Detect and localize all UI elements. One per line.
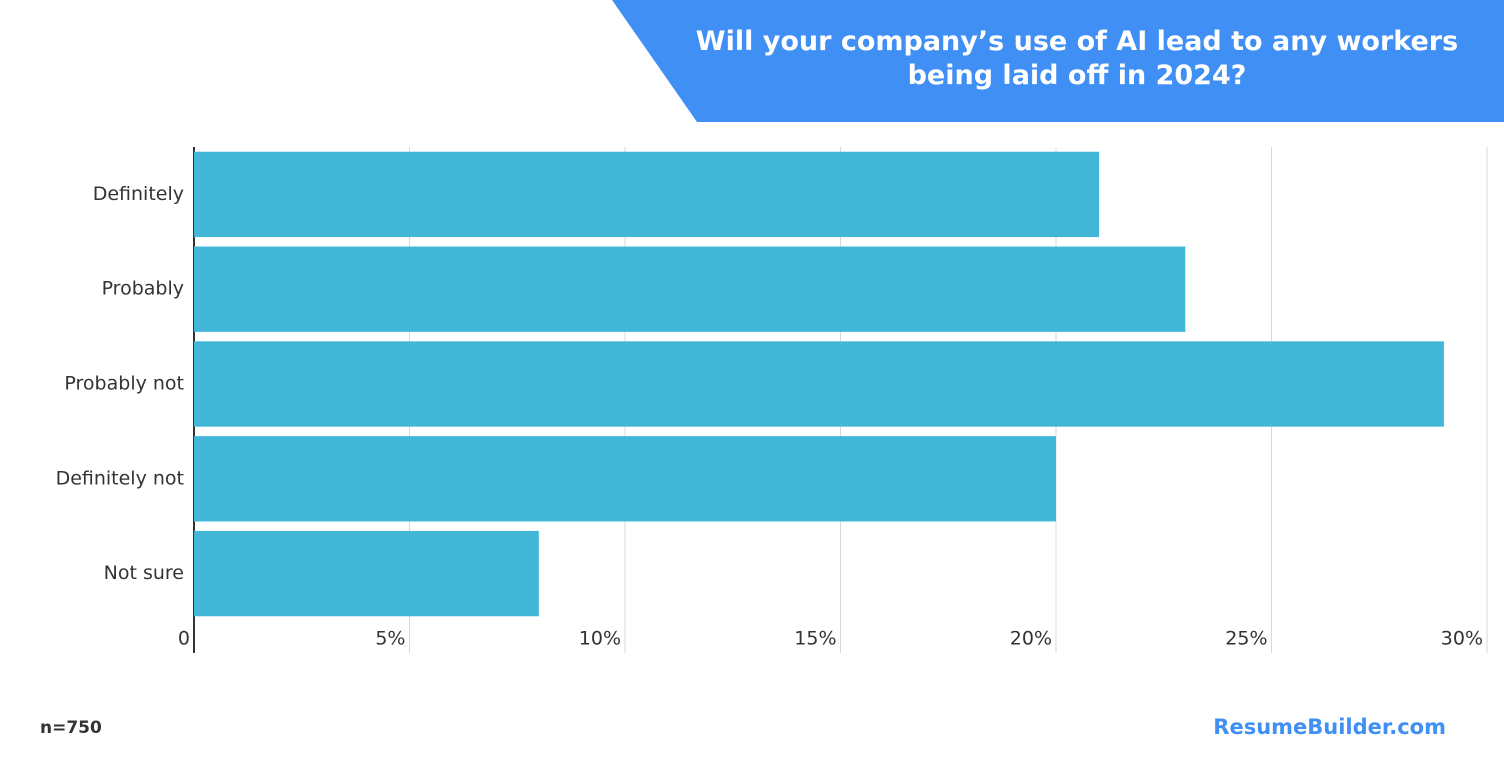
x-tick-label: 20% (1010, 628, 1052, 650)
bar (194, 530, 539, 617)
x-tick-label: 10% (579, 628, 621, 650)
y-tick-label: Probably not (64, 373, 184, 395)
bar (194, 151, 1100, 238)
bar (194, 341, 1444, 427)
x-tick-label: 25% (1225, 628, 1267, 650)
y-tick-label: Probably (102, 278, 184, 300)
chart-title: Will your company’s use of AI lead to an… (696, 26, 1458, 91)
x-tick-label: 15% (794, 628, 836, 650)
bar (194, 246, 1186, 332)
y-tick-label: Definitely not (56, 467, 184, 489)
title-banner (612, 0, 1504, 122)
bar (194, 436, 1056, 522)
x-tick-label: 30% (1441, 628, 1483, 650)
source: ResumeBuilder.com (1213, 715, 1446, 739)
y-tick-label: Not sure (104, 562, 184, 584)
x-tick-label: 5% (375, 628, 405, 650)
sample-note: n=750 (40, 718, 102, 738)
y-tick-label: Definitely (93, 183, 184, 205)
x-tick-label: 0 (178, 628, 190, 650)
